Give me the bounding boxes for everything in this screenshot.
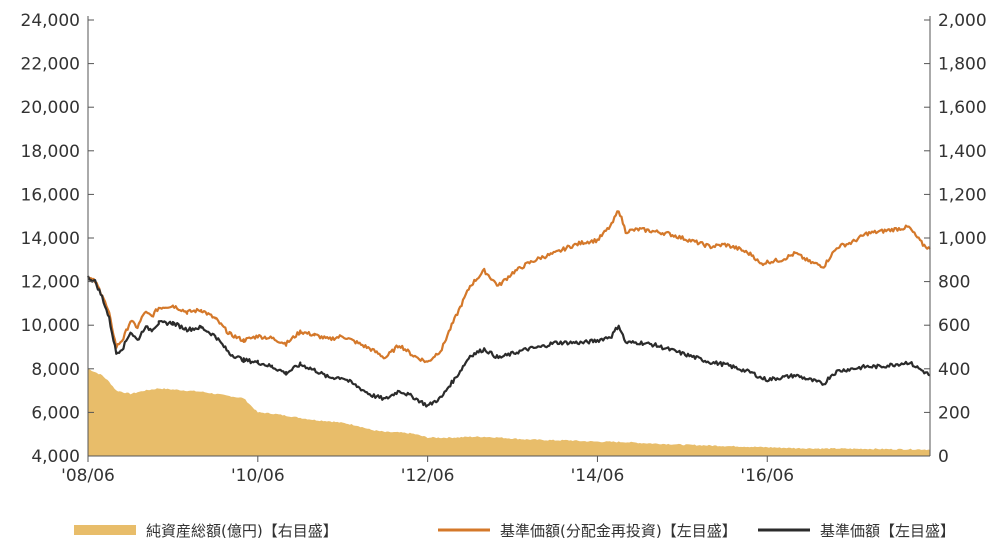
right-tick-label: 2,000 <box>938 11 987 31</box>
legend-label: 純資産総額(億円)【右目盛】 <box>146 522 338 540</box>
left-tick-label: 16,000 <box>21 185 80 205</box>
axis-layer: 4,000 6,000 8,000 10,000 12,000 14,000 16,000 1… <box>21 11 987 486</box>
area-layer <box>88 368 930 456</box>
left-tick-label: 4,000 <box>31 447 80 467</box>
right-tick-label: 1,800 <box>938 55 987 75</box>
legend: 純資産総額(億円)【右目盛】 基準価額(分配金再投資)【左目盛】 基準価額【左目盛】 <box>74 522 955 540</box>
right-tick-label: 400 <box>938 360 970 380</box>
legend-label: 基準価額【左目盛】 <box>820 522 955 540</box>
right-tick-label: 1,600 <box>938 98 987 118</box>
x-tick-label: '16/06 <box>740 466 794 486</box>
right-tick-label: 800 <box>938 273 970 293</box>
left-tick-label: 22,000 <box>21 55 80 75</box>
left-tick-label: 8,000 <box>31 360 80 380</box>
left-tick-label: 24,000 <box>21 11 80 31</box>
line-layer <box>86 210 931 408</box>
left-tick-label: 18,000 <box>21 142 80 162</box>
x-tick-label: '08/06 <box>61 466 115 486</box>
x-tick-label: '12/06 <box>401 466 455 486</box>
left-tick-label: 20,000 <box>21 98 80 118</box>
right-tick-label: 200 <box>938 403 970 423</box>
right-tick-label: 0 <box>938 447 949 467</box>
left-tick-label: 12,000 <box>21 273 80 293</box>
series-line-1 <box>87 210 931 364</box>
series-area-net-assets <box>88 368 930 456</box>
right-tick-label: 1,200 <box>938 185 987 205</box>
left-tick-label: 10,000 <box>21 316 80 336</box>
legend-swatch <box>74 525 136 535</box>
series-line-2 <box>86 275 931 408</box>
right-tick-label: 1,400 <box>938 142 987 162</box>
left-tick-label: 14,000 <box>21 229 80 249</box>
legend-label: 基準価額(分配金再投資)【左目盛】 <box>500 522 737 540</box>
x-tick-label: '10/06 <box>231 466 285 486</box>
x-tick-label: '14/06 <box>571 466 625 486</box>
left-tick-label: 6,000 <box>31 403 80 423</box>
right-tick-label: 1,000 <box>938 229 987 249</box>
right-tick-label: 600 <box>938 316 970 336</box>
